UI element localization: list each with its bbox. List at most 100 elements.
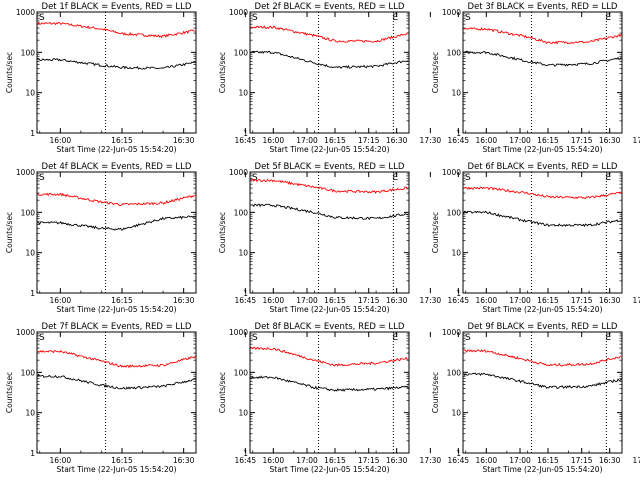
panel-5-marker-E: E bbox=[605, 173, 611, 183]
panel-8-lld-series bbox=[250, 346, 409, 367]
panel-7-marker-S: S bbox=[39, 333, 45, 343]
panel-3-xlabel: Start Time (22-Jun-05 15:54:20) bbox=[483, 145, 603, 154]
panel-7-xtick-label: 17:30 bbox=[420, 456, 442, 465]
panel-3-ylabel: Counts/sec bbox=[431, 52, 440, 93]
panel-8-ylabel: Counts/sec bbox=[218, 372, 227, 413]
panel-5-frame bbox=[249, 171, 410, 294]
panel-8-xtick-label: 16:00 bbox=[263, 456, 285, 465]
panel-5-ytick-label: 1000 bbox=[229, 168, 248, 177]
panel-8-ytick-label: 1000 bbox=[229, 328, 248, 337]
panel-7-frame bbox=[36, 331, 197, 454]
panel-2-xtick-label: 16:15 bbox=[324, 136, 346, 145]
panel-2-ytick-label: 10 bbox=[238, 89, 248, 98]
panel-7-xtick-label: 16:30 bbox=[173, 456, 195, 465]
panel-7-ytick-label: 1000 bbox=[16, 328, 35, 337]
panel-7-ylabel: Counts/sec bbox=[5, 372, 14, 413]
panel-6-frame bbox=[462, 171, 623, 294]
panel-5-ylabel: Counts/sec bbox=[218, 212, 227, 253]
panel-7-xtick-label: 17:15 bbox=[358, 456, 380, 465]
panel-9-ytick-label: 10 bbox=[451, 409, 461, 418]
panel-6-ytick-label: 10 bbox=[451, 249, 461, 258]
panel-4-ytick-label: 1000 bbox=[16, 168, 35, 177]
panel-6-title: Det 6f BLACK = Events, RED = LLD bbox=[468, 162, 618, 172]
panel-8-ytick-label: 10 bbox=[238, 409, 248, 418]
panel-8-frame bbox=[249, 331, 410, 454]
panel-9-ytick-label: 1000 bbox=[442, 328, 461, 337]
panel-9-xlabel: Start Time (22-Jun-05 15:54:20) bbox=[483, 465, 603, 474]
panel-4-xtick-label: 17:30 bbox=[420, 296, 442, 305]
panel-1-frame bbox=[36, 11, 197, 134]
panel-4-xtick-label: 16:15 bbox=[111, 296, 133, 305]
panel-4-xtick-label: 16:00 bbox=[50, 296, 72, 305]
panel-1-xtick-label: 16:30 bbox=[173, 136, 195, 145]
panel-5-xlabel: Start Time (22-Jun-05 15:54:20) bbox=[270, 305, 390, 314]
panel-8-xlabel: Start Time (22-Jun-05 15:54:20) bbox=[270, 465, 390, 474]
panel-4-xtick-label: 16:45 bbox=[235, 296, 257, 305]
panel-2-events-series bbox=[250, 50, 409, 70]
panel-5-xtick-label: 16:15 bbox=[324, 296, 346, 305]
panel-2-xtick-label: 17:30 bbox=[633, 136, 640, 145]
panel-9-ylabel: Counts/sec bbox=[431, 372, 440, 413]
panel-1-ytick-label: 1000 bbox=[16, 8, 35, 17]
panel-9-marker-S: S bbox=[465, 333, 471, 343]
panel-3-xtick-label: 16:00 bbox=[476, 136, 498, 145]
panel-4-xtick-label: 17:15 bbox=[358, 296, 380, 305]
panel-5-title: Det 5f BLACK = Events, RED = LLD bbox=[255, 162, 405, 172]
panel-1-xlabel: Start Time (22-Jun-05 15:54:20) bbox=[57, 145, 177, 154]
panel-7-ytick-label: 1 bbox=[30, 449, 35, 458]
panel-6-xtick-label: 16:00 bbox=[476, 296, 498, 305]
panel-4-xtick-label: 17:00 bbox=[296, 296, 318, 305]
panel-5-xtick-label: 17:00 bbox=[509, 296, 531, 305]
panel-1-marker-E: E bbox=[392, 13, 398, 23]
panel-4-ylabel: Counts/sec bbox=[5, 212, 14, 253]
panel-2-ylabel: Counts/sec bbox=[218, 52, 227, 93]
panel-7-events-series bbox=[37, 374, 196, 390]
panel-1-xtick-label: 16:45 bbox=[235, 136, 257, 145]
panel-9-ytick-label: 1 bbox=[456, 449, 461, 458]
panel-1-xtick-label: 17:30 bbox=[420, 136, 442, 145]
panel-5-events-series bbox=[250, 203, 409, 221]
panel-7-xtick-label: 16:15 bbox=[111, 456, 133, 465]
panel-1-ytick-label: 10 bbox=[25, 89, 35, 98]
panel-2-xlabel: Start Time (22-Jun-05 15:54:20) bbox=[270, 145, 390, 154]
panel-3-ytick-label: 1 bbox=[456, 129, 461, 138]
panel-6-ylabel: Counts/sec bbox=[431, 212, 440, 253]
panel-5-lld-series bbox=[250, 178, 409, 195]
panel-4-ytick-label: 100 bbox=[21, 208, 36, 217]
panel-6-ytick-label: 100 bbox=[447, 208, 462, 217]
panel-4-title: Det 4f BLACK = Events, RED = LLD bbox=[42, 162, 192, 172]
panel-3-ytick-label: 100 bbox=[447, 48, 462, 57]
panel-3-marker-S: S bbox=[465, 13, 471, 23]
panel-9-frame bbox=[462, 331, 623, 454]
panel-5-ytick-label: 10 bbox=[238, 249, 248, 258]
panel-9-xtick-label: 16:15 bbox=[537, 456, 559, 465]
panel-1-ytick-label: 1 bbox=[30, 129, 35, 138]
panel-2-xtick-label: 16:30 bbox=[386, 136, 408, 145]
panel-4-events-series bbox=[37, 215, 196, 231]
panel-9-title: Det 9f BLACK = Events, RED = LLD bbox=[468, 322, 618, 332]
panel-3-title: Det 3f BLACK = Events, RED = LLD bbox=[468, 2, 618, 12]
panel-5-xtick-label: 17:15 bbox=[571, 296, 593, 305]
panel-3-lld-series bbox=[463, 27, 622, 45]
panel-2-xtick-label: 17:15 bbox=[571, 136, 593, 145]
panel-3-ytick-label: 1000 bbox=[442, 8, 461, 17]
panel-3-xtick-label: 16:30 bbox=[599, 136, 621, 145]
panel-8-xtick-label: 17:15 bbox=[571, 456, 593, 465]
panel-5-xtick-label: 16:30 bbox=[386, 296, 408, 305]
panel-4-frame bbox=[36, 171, 197, 294]
panel-6-xtick-label: 16:30 bbox=[599, 296, 621, 305]
panel-9-xtick-label: 16:30 bbox=[599, 456, 621, 465]
panel-5-xtick-label: 17:30 bbox=[633, 296, 640, 305]
panel-7-marker-E: E bbox=[392, 333, 398, 343]
panel-4-xtick-label: 16:30 bbox=[173, 296, 195, 305]
panel-7-title: Det 7f BLACK = Events, RED = LLD bbox=[42, 322, 192, 332]
panel-1-ylabel: Counts/sec bbox=[5, 52, 14, 93]
panel-5-xtick-label: 16:00 bbox=[263, 296, 285, 305]
panel-4-lld-series bbox=[37, 192, 196, 206]
panel-2-lld-series bbox=[250, 25, 409, 43]
panel-1-ytick-label: 100 bbox=[21, 48, 36, 57]
panel-4-ytick-label: 1 bbox=[30, 289, 35, 298]
panel-1-lld-series bbox=[37, 21, 196, 39]
